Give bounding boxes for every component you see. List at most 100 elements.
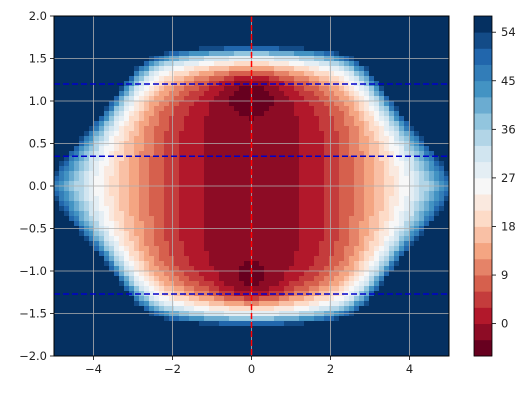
contour-cell [214,116,220,122]
contour-cell [99,116,105,122]
contour-cell [54,221,60,227]
contour-cell [174,256,180,262]
contour-cell [179,211,185,217]
contour-cell [154,166,160,172]
contour-cell [149,76,155,82]
contour-cell [179,71,185,77]
contour-cell [194,176,200,182]
contour-cell [334,51,340,57]
contour-cell [169,271,175,277]
contour-cell [369,161,375,167]
contour-cell [139,41,145,47]
contour-cell [139,51,145,57]
contour-cell [389,231,395,237]
contour-cell [94,241,100,247]
contour-cell [334,316,340,322]
contour-cell [109,71,115,77]
contour-cell [124,341,130,347]
contour-cell [99,216,105,222]
contour-cell [389,71,395,77]
contour-cell [259,256,265,262]
contour-cell [359,236,365,242]
contour-cell [374,41,380,47]
contour-cell [334,246,340,252]
contour-cell [84,41,90,47]
contour-cell [214,46,220,52]
contour-cell [184,241,190,247]
contour-cell [144,126,150,132]
contour-cell [334,171,340,177]
contour-cell [154,96,160,102]
contour-cell [119,126,125,132]
contour-cell [369,106,375,112]
contour-cell [284,61,290,67]
contour-cell [394,181,400,187]
contour-cell [414,201,420,207]
contour-cell [254,316,260,322]
contour-cell [199,221,205,227]
contour-cell [194,126,200,132]
contour-cell [214,126,220,132]
contour-cell [154,86,160,92]
contour-cell [219,96,225,102]
contour-cell [69,166,75,172]
contour-cell [64,126,70,132]
contour-cell [204,16,210,22]
contour-cell [364,91,370,97]
contour-cell [199,186,205,192]
contour-cell [109,41,115,47]
contour-cell [384,341,390,347]
contour-cell [274,51,280,57]
contour-cell [139,61,145,67]
contour-cell [79,106,85,112]
contour-cell [239,166,245,172]
contour-cell [374,186,380,192]
contour-cell [299,256,305,262]
contour-cell [379,121,385,127]
contour-cell [299,286,305,292]
contour-cell [384,246,390,252]
contour-cell [399,146,405,152]
contour-cell [109,96,115,102]
contour-cell [409,101,415,107]
contour-cell [334,326,340,332]
contour-cell [409,46,415,52]
contour-cell [309,326,315,332]
contour-cell [404,176,410,182]
contour-cell [259,196,265,202]
contour-cell [79,121,85,127]
contour-cell [244,276,250,282]
contour-cell [229,316,235,322]
contour-cell [269,276,275,282]
contour-cell [334,91,340,97]
contour-cell [349,136,355,142]
contour-cell [379,111,385,117]
contour-cell [164,246,170,252]
contour-cell [364,286,370,292]
contour-cell [144,21,150,27]
contour-cell [354,51,360,57]
contour-cell [199,206,205,212]
contour-cell [354,331,360,337]
contour-cell [109,281,115,287]
contour-cell [204,276,210,282]
contour-cell [394,61,400,67]
contour-cell [294,201,300,207]
contour-cell [174,281,180,287]
contour-cell [209,216,215,222]
contour-cell [404,156,410,162]
contour-cell [324,91,330,97]
contour-cell [124,351,130,356]
contour-cell [159,221,165,227]
contour-cell [174,181,180,187]
contour-cell [244,176,250,182]
contour-cell [189,236,195,242]
contour-cell [54,146,60,152]
contour-cell [384,26,390,32]
contour-cell [214,236,220,242]
contour-cell [89,256,95,262]
contour-cell [389,321,395,327]
contour-cell [159,136,165,142]
contour-cell [399,161,405,167]
contour-cell [99,286,105,292]
